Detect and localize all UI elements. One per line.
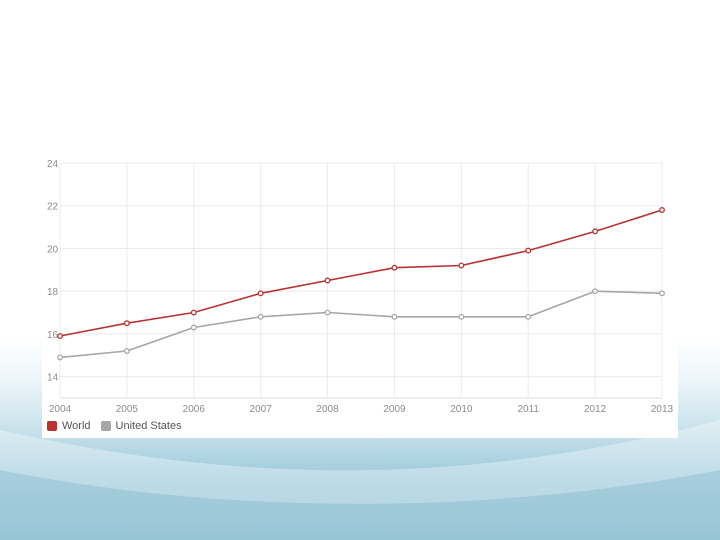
x-tick-label: 2011 <box>517 404 539 415</box>
x-tick-label: 2005 <box>116 404 139 415</box>
data-point-united-states[interactable] <box>391 313 398 320</box>
data-point-world[interactable] <box>592 228 599 235</box>
data-point-united-states[interactable] <box>324 309 331 316</box>
x-tick-label: 2004 <box>49 404 72 415</box>
legend-label-united-states: United States <box>115 420 182 432</box>
series-line-world <box>59 209 663 337</box>
data-point-united-states[interactable] <box>57 354 63 361</box>
data-point-world[interactable] <box>324 277 331 284</box>
grid-lines <box>59 162 663 399</box>
data-point-world[interactable] <box>257 290 264 297</box>
x-tick-label: 2013 <box>651 404 674 415</box>
data-point-united-states[interactable] <box>123 348 130 354</box>
x-tick-label: 2012 <box>584 404 607 415</box>
line-chart: 14 16 18 20 22 24 2004 2005 2006 2007 2008 2009 2010… <box>47 159 674 415</box>
data-point-world[interactable] <box>123 320 130 327</box>
data-point-world[interactable] <box>57 333 63 339</box>
chart-panel: 14 16 18 20 22 24 2004 2005 2006 2007 2008 2009 2010… <box>42 152 678 438</box>
legend-swatch-world <box>47 421 57 431</box>
data-point-world[interactable] <box>525 247 532 254</box>
data-point-world[interactable] <box>659 207 665 213</box>
data-point-united-states[interactable] <box>190 324 197 331</box>
data-point-world[interactable] <box>190 309 197 316</box>
data-point-united-states[interactable] <box>257 313 264 320</box>
data-point-world[interactable] <box>458 262 465 269</box>
y-tick-label: 16 <box>47 330 59 341</box>
y-tick-label: 18 <box>47 287 59 298</box>
series-lines <box>57 207 665 361</box>
data-point-united-states[interactable] <box>659 290 665 297</box>
y-tick-label: 22 <box>47 202 59 213</box>
data-point-united-states[interactable] <box>458 313 465 320</box>
y-tick-label: 20 <box>47 244 59 255</box>
x-tick-label: 2006 <box>183 404 206 415</box>
data-point-united-states[interactable] <box>592 288 599 295</box>
legend-item-united-states[interactable]: United States <box>100 420 182 432</box>
y-tick-label: 24 <box>47 159 59 170</box>
x-tick-label: 2008 <box>316 404 339 415</box>
x-tick-label: 2010 <box>450 404 473 415</box>
legend-label-world: World <box>62 420 91 432</box>
legend-swatch-united-states <box>100 421 111 431</box>
data-point-united-states[interactable] <box>525 313 532 320</box>
data-point-world[interactable] <box>391 264 398 271</box>
x-tick-label: 2009 <box>383 404 406 415</box>
axis-labels: 14 16 18 20 22 24 2004 2005 2006 2007 2008 2009 2010… <box>47 159 674 415</box>
legend-item-world[interactable]: World <box>47 420 91 432</box>
x-tick-label: 2007 <box>250 404 273 415</box>
series-line-united-states <box>59 290 663 359</box>
y-tick-label: 14 <box>47 373 59 384</box>
legend: World United States <box>47 419 192 433</box>
